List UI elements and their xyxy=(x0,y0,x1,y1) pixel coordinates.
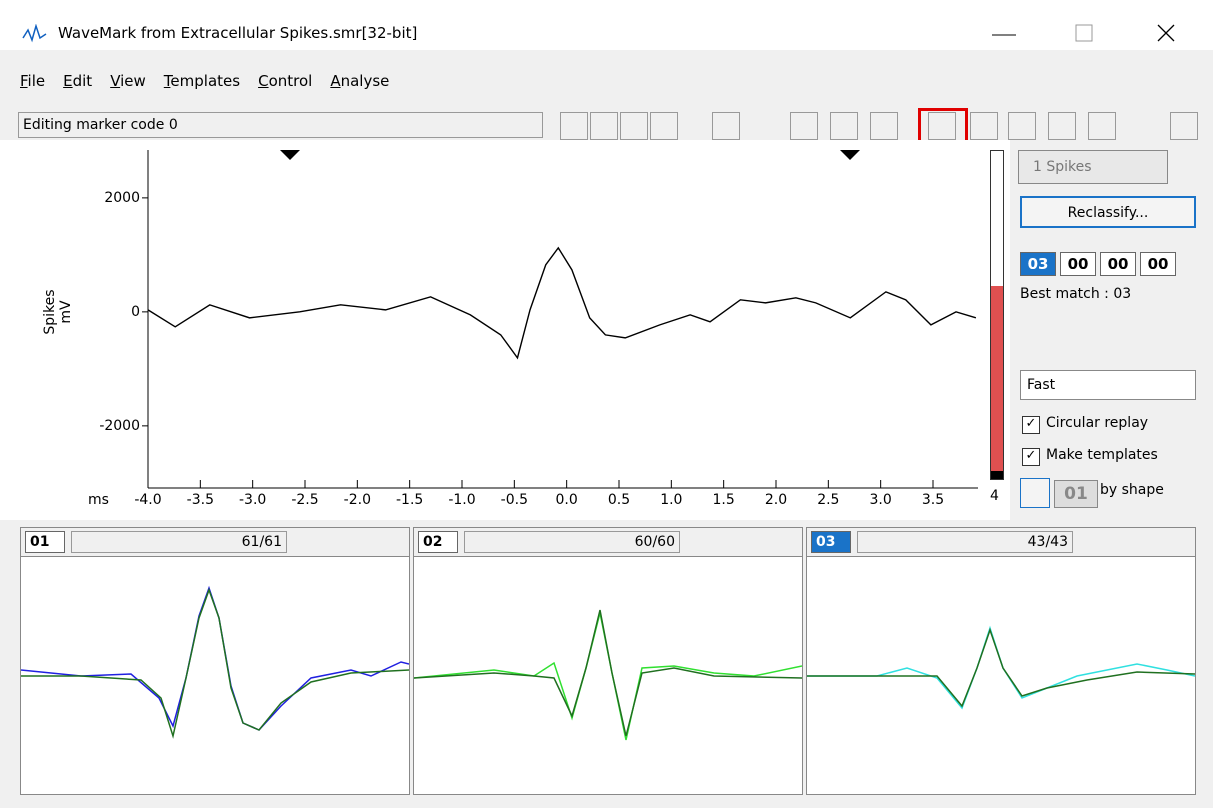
x-tick-label: -2.0 xyxy=(344,492,371,508)
toolbar-button[interactable] xyxy=(620,112,648,140)
checkbox-label[interactable]: Make templates xyxy=(1046,447,1158,463)
template-waveform xyxy=(807,558,1195,794)
y-tick-label: 2000 xyxy=(104,190,140,206)
toolbar-button[interactable] xyxy=(712,112,740,140)
window: {"window":{"title":"WaveMark from Extrac… xyxy=(0,0,1213,808)
checkbox-label[interactable]: Circular replay xyxy=(1046,415,1148,431)
x-tick-label: 1.5 xyxy=(713,492,735,508)
code-box[interactable]: 00 xyxy=(1140,252,1176,276)
template-waveform xyxy=(21,558,409,794)
checkbox[interactable]: ✓ xyxy=(1022,448,1040,466)
y-tick-label: -2000 xyxy=(99,418,140,434)
x-tick-label: -3.5 xyxy=(187,492,214,508)
reclassify-button[interactable]: Reclassify... xyxy=(1020,196,1196,228)
shape-button[interactable] xyxy=(1020,478,1050,508)
code-button[interactable]: 01 xyxy=(1054,480,1098,508)
menu-item[interactable]: Control xyxy=(258,72,312,90)
template-panel: 01 61/61 xyxy=(20,527,410,795)
code-box[interactable]: 00 xyxy=(1060,252,1096,276)
x-tick-label: 2.5 xyxy=(817,492,839,508)
checkbox[interactable]: ✓ xyxy=(1022,416,1040,434)
status-field: Editing marker code 0 xyxy=(18,112,543,138)
waveform-plot: ms Spikes mV 2000 0 -2000 -4.0 -3.5 -3.0 -2.5 -… xyxy=(0,140,1010,520)
menu-item[interactable]: Analyse xyxy=(330,72,389,90)
template-code[interactable]: 01 xyxy=(25,531,65,553)
toolbar-button[interactable] xyxy=(970,112,998,140)
template-count: 43/43 xyxy=(857,531,1073,553)
window-title: WaveMark from Extracellular Spikes.smr[3… xyxy=(58,24,417,42)
app-icon xyxy=(22,24,48,44)
x-tick-label: 0.0 xyxy=(556,492,578,508)
template-code[interactable]: 02 xyxy=(418,531,458,553)
x-tick-label: 3.5 xyxy=(922,492,944,508)
x-tick-label: -1.5 xyxy=(396,492,423,508)
x-tick-label: -3.0 xyxy=(239,492,266,508)
toolbar-button[interactable] xyxy=(1048,112,1076,140)
code-box[interactable]: 00 xyxy=(1100,252,1136,276)
toolbar-button[interactable] xyxy=(1170,112,1198,140)
toolbar-button[interactable] xyxy=(590,112,618,140)
menu-item[interactable]: Edit xyxy=(63,72,92,90)
toolbar-button[interactable] xyxy=(870,112,898,140)
toolbar-button[interactable] xyxy=(790,112,818,140)
menu-bar: File Edit View Templates Control Analyse xyxy=(20,72,407,90)
template-waveform xyxy=(414,558,802,794)
x-tick-label: -1.0 xyxy=(448,492,475,508)
toolbar-button[interactable] xyxy=(830,112,858,140)
x-axis-label: ms xyxy=(88,492,109,508)
window-controls[interactable] xyxy=(990,20,1190,50)
x-tick-label: 1.0 xyxy=(660,492,682,508)
x-tick-label: -4.0 xyxy=(134,492,161,508)
toolbar-button[interactable] xyxy=(560,112,588,140)
y-axis-unit: mV xyxy=(58,300,74,324)
y-axis-label: Spikes xyxy=(42,289,58,334)
x-tick-label: 2.0 xyxy=(765,492,787,508)
x-tick-label: -0.5 xyxy=(501,492,528,508)
level-meter xyxy=(990,150,1004,480)
template-count: 60/60 xyxy=(464,531,680,553)
x-tick-label: -2.5 xyxy=(291,492,318,508)
x-tick-label: 3.0 xyxy=(870,492,892,508)
menu-item[interactable]: View xyxy=(110,72,146,90)
template-count: 61/61 xyxy=(71,531,287,553)
speed-select[interactable]: Fast xyxy=(1020,370,1196,400)
template-code[interactable]: 03 xyxy=(811,531,851,553)
meter-label: 4 xyxy=(990,488,999,504)
y-tick-label: 0 xyxy=(131,304,140,320)
x-tick-label: 0.5 xyxy=(608,492,630,508)
code-box[interactable]: 03 xyxy=(1020,252,1056,276)
toolbar-button[interactable] xyxy=(1088,112,1116,140)
menu-item[interactable]: File xyxy=(20,72,45,90)
toolbar-button[interactable] xyxy=(650,112,678,140)
template-panel: 03 43/43 xyxy=(806,527,1196,795)
menu-item[interactable]: Templates xyxy=(164,72,240,90)
best-match: Best match : 03 xyxy=(1020,286,1131,302)
template-panel: 02 60/60 xyxy=(413,527,803,795)
spike-count-select[interactable]: 1 Spikes xyxy=(1018,150,1168,184)
by-shape-label: by shape xyxy=(1100,482,1164,498)
toolbar-button[interactable] xyxy=(1008,112,1036,140)
